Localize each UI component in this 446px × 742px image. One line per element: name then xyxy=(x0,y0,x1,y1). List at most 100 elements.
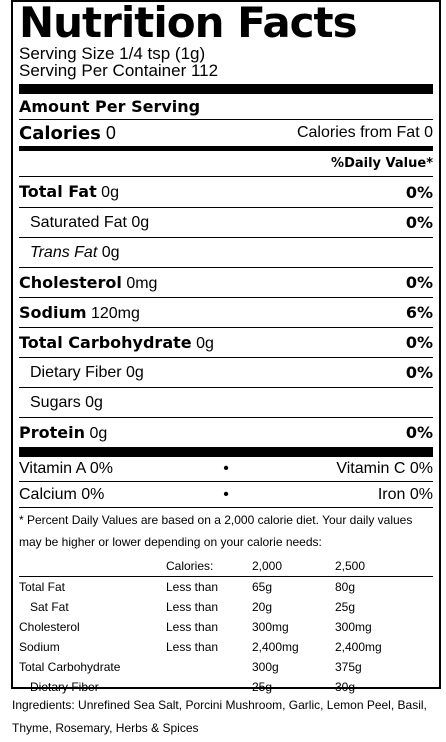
nutrient-name: Sodium xyxy=(19,302,87,322)
nutrient-amount: 120mg xyxy=(90,304,140,322)
table-cell: 300mg xyxy=(252,620,289,634)
table-cell: 2,000 xyxy=(252,559,283,573)
divider xyxy=(19,207,433,208)
vitamin-row: Vitamin A 0% • Vitamin C 0% xyxy=(19,457,433,481)
thick-divider xyxy=(19,84,433,94)
table-cell: Total Fat xyxy=(19,580,66,594)
nutrient-name: Dietary Fiber xyxy=(30,363,122,381)
divider xyxy=(19,357,433,358)
nutrient-row-protein: Protein 0g 0% xyxy=(19,418,433,447)
servings-per-container: Serving Per Container 112 xyxy=(19,61,219,80)
amount-per-serving: Amount Per Serving xyxy=(19,97,201,116)
divider xyxy=(19,267,433,268)
table-cell: 300g xyxy=(252,660,279,674)
nutrient-amount: 0g xyxy=(85,393,103,411)
table-cell: Dietary Fiber xyxy=(30,680,99,694)
nutrient-amount: 0g xyxy=(89,424,108,442)
nutrient-name: Protein xyxy=(19,422,85,442)
divider xyxy=(19,297,433,298)
table-cell: Less than xyxy=(166,600,219,614)
thick-divider xyxy=(19,447,433,457)
table-cell xyxy=(166,657,252,677)
table-cell: 25g xyxy=(335,600,356,614)
table-cell: 30g xyxy=(335,680,356,694)
nutrient-amount: 0g xyxy=(131,213,150,231)
table-row: Sat Fat Less than 20g 25g xyxy=(19,597,433,617)
table-cell: 25g xyxy=(252,680,273,694)
nutrient-row-trans-fat: Trans Fat 0g xyxy=(19,238,433,267)
table-cell: 375g xyxy=(335,660,362,674)
iron: Iron 0% xyxy=(377,485,433,503)
table-row: Total Fat Less than 65g 80g xyxy=(19,577,433,597)
divider xyxy=(19,507,433,508)
vitamin-c: Vitamin C 0% xyxy=(336,460,433,477)
nutrient-dv: 0% xyxy=(405,213,433,232)
table-cell: Calories: xyxy=(166,559,214,573)
nutrient-row-total-fat: Total Fat 0g 0% xyxy=(19,177,433,207)
nutrient-row-sugars: Sugars 0g xyxy=(19,388,433,417)
medium-divider xyxy=(19,146,433,151)
table-cell: 2,400mg xyxy=(252,640,299,654)
bullet: • xyxy=(223,485,229,503)
nutrient-name: Trans Fat xyxy=(30,243,98,261)
nutrient-name: Saturated Fat xyxy=(30,213,127,231)
ingredients-text: Ingredients: Unrefined Sea Salt, Porcini… xyxy=(12,698,427,735)
table-cell: 300mg xyxy=(335,620,372,634)
nutrient-amount: 0mg xyxy=(126,274,158,292)
nutrient-row-total-carbohydrate: Total Carbohydrate 0g 0% xyxy=(19,328,433,357)
calories-value: 0 xyxy=(105,122,116,143)
nutrient-name: Total Fat xyxy=(19,182,97,201)
daily-value-header-row: %Daily Value* xyxy=(19,151,433,176)
vitamin-a: Vitamin A 0% xyxy=(19,460,113,477)
divider xyxy=(19,327,433,328)
table-row: Dietary Fiber 25g 30g xyxy=(19,677,433,697)
divider xyxy=(19,387,433,388)
nutrient-name: Sugars xyxy=(30,393,81,411)
nutrient-row-dietary-fiber: Dietary Fiber 0g 0% xyxy=(19,358,433,387)
nutrient-dv: 6% xyxy=(405,303,433,322)
calcium: Calcium 0% xyxy=(19,485,105,503)
nutrient-amount: 0g xyxy=(101,243,120,261)
daily-value-header: %Daily Value* xyxy=(331,156,433,171)
table-cell: Sodium xyxy=(19,640,60,654)
nutrient-amount: 0g xyxy=(126,363,144,381)
table-cell: 2,500 xyxy=(335,559,366,573)
nutrient-name: Cholesterol xyxy=(19,272,122,292)
divider xyxy=(19,176,433,177)
calories-from-fat: Calories from Fat 0 xyxy=(296,124,433,141)
divider xyxy=(19,119,433,120)
divider xyxy=(19,481,433,482)
table-cell: Less than xyxy=(166,620,219,634)
calories-label: Calories xyxy=(19,122,101,144)
table-cell: Total Carbohydrate xyxy=(19,660,121,674)
nutrient-row-cholesterol: Cholesterol 0mg 0% xyxy=(19,268,433,297)
table-cell xyxy=(19,556,166,576)
table-cell: Less than xyxy=(166,580,219,594)
footnote: * Percent Daily Values are based on a 2,… xyxy=(19,513,413,549)
daily-value-table: Calories: 2,000 2,500 Total Fat Less tha… xyxy=(19,556,433,697)
divider xyxy=(19,417,433,418)
table-cell: 2,400mg xyxy=(335,640,382,654)
bullet: • xyxy=(223,460,229,477)
nutrient-row-sodium: Sodium 120mg 6% xyxy=(19,298,433,327)
table-row: Sodium Less than 2,400mg 2,400mg xyxy=(19,637,433,657)
table-cell: 80g xyxy=(335,580,356,594)
nutrient-dv: 0% xyxy=(405,363,433,382)
nutrient-name: Total Carbohydrate xyxy=(19,332,192,352)
mineral-row: Calcium 0% • Iron 0% xyxy=(19,482,433,507)
nutrient-dv: 0% xyxy=(405,182,433,202)
nutrient-amount: 0g xyxy=(196,334,214,352)
nutrient-dv: 0% xyxy=(405,333,433,352)
table-cell: Cholesterol xyxy=(19,620,80,634)
nutrition-facts-label: Nutrition Facts Serving Size 1/4 tsp (1g… xyxy=(11,0,441,694)
label-content: Nutrition Facts Serving Size 1/4 tsp (1g… xyxy=(19,1,433,697)
table-header-row: Calories: 2,000 2,500 xyxy=(19,556,433,576)
divider xyxy=(19,237,433,238)
table-cell: Sat Fat xyxy=(30,600,69,614)
table-cell: 20g xyxy=(252,600,273,614)
table-cell: Less than xyxy=(166,640,219,654)
table-cell: 65g xyxy=(252,580,273,594)
table-row: Cholesterol Less than 300mg 300mg xyxy=(19,617,433,637)
nutrient-dv: 0% xyxy=(405,423,433,442)
serving-size: Serving Size 1/4 tsp (1g) xyxy=(19,44,206,63)
